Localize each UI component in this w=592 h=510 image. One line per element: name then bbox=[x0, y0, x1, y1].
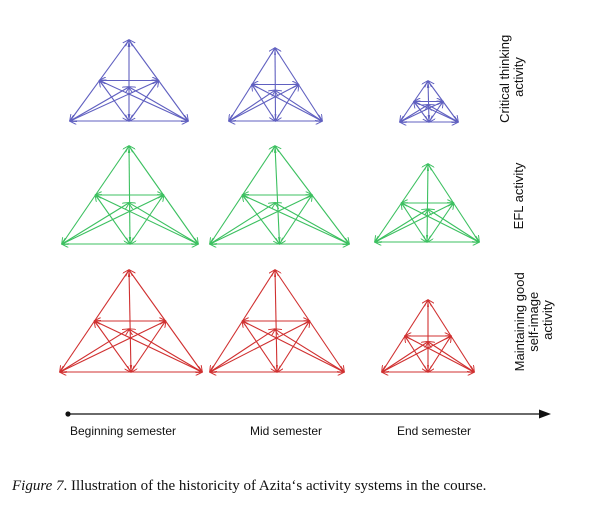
historicity-diagram: Beginning semester Mid semester End seme… bbox=[0, 31, 555, 438]
caption-text: . Illustration of the historicity of Azi… bbox=[63, 478, 487, 494]
row-label-line: activity bbox=[540, 300, 555, 340]
timeline-arrowhead bbox=[539, 409, 551, 419]
double-arrow bbox=[275, 90, 322, 121]
double-arrow bbox=[129, 87, 188, 121]
activity-triangles bbox=[60, 40, 479, 372]
double-arrow bbox=[229, 90, 275, 121]
triangle-critical-thinking-mid bbox=[229, 48, 322, 121]
row-label-line: activity bbox=[511, 57, 526, 97]
row-label-efl: EFL activity bbox=[511, 162, 526, 229]
double-arrow bbox=[275, 329, 344, 372]
double-arrow bbox=[129, 203, 198, 244]
double-arrow bbox=[243, 321, 278, 372]
triangle-efl-beginning bbox=[62, 146, 198, 244]
double-arrow bbox=[62, 203, 129, 244]
double-arrow bbox=[210, 203, 275, 244]
row-label-critical-thinking: Critical thinking activity bbox=[497, 31, 526, 123]
figure-caption: Figure 7. Illustration of the historicit… bbox=[12, 478, 592, 495]
timeline-label-mid: Mid semester bbox=[250, 424, 322, 438]
double-arrow bbox=[382, 342, 428, 372]
triangle-critical-thinking-beginning bbox=[70, 40, 188, 121]
double-arrow bbox=[375, 209, 428, 242]
triangle-self-image-beginning bbox=[60, 270, 202, 372]
double-arrow bbox=[275, 48, 276, 121]
double-arrow bbox=[95, 321, 132, 372]
row-label-line: self-image bbox=[526, 292, 541, 352]
double-arrow bbox=[60, 329, 129, 372]
row-label-self-image: Maintaining good self-image activity bbox=[512, 269, 555, 372]
double-arrow bbox=[428, 81, 429, 122]
double-arrow bbox=[428, 105, 458, 122]
triangle-self-image-mid bbox=[210, 270, 344, 372]
double-arrow bbox=[130, 195, 164, 244]
double-arrow bbox=[129, 329, 202, 372]
figure-number: Figure 7 bbox=[12, 478, 64, 494]
row-label-line: Maintaining good bbox=[512, 272, 527, 371]
triangle-efl-end bbox=[375, 164, 479, 242]
svg-text:Critical thinking activi: Critical thinking activity bbox=[497, 31, 526, 123]
double-arrow bbox=[131, 321, 166, 372]
triangle-efl-mid bbox=[210, 146, 349, 244]
row-label-line: EFL activity bbox=[511, 162, 526, 229]
svg-text:EFL activity: EFL activity bbox=[511, 162, 526, 229]
double-arrow bbox=[275, 203, 349, 244]
double-arrow bbox=[400, 105, 428, 122]
double-arrow bbox=[428, 342, 474, 372]
timeline: Beginning semester Mid semester End seme… bbox=[65, 409, 551, 438]
timeline-label-beginning: Beginning semester bbox=[70, 424, 176, 438]
double-arrow bbox=[427, 164, 428, 242]
timeline-label-end: End semester bbox=[397, 424, 471, 438]
double-arrow bbox=[96, 195, 131, 244]
svg-text:Maintaining good self-im: Maintaining good self-image activity bbox=[512, 269, 555, 372]
row-label-line: Critical thinking bbox=[497, 35, 512, 123]
double-arrow bbox=[210, 329, 275, 372]
double-arrow bbox=[70, 87, 129, 121]
double-arrow bbox=[428, 209, 479, 242]
double-arrow bbox=[129, 81, 159, 122]
triangle-self-image-end bbox=[382, 300, 474, 372]
double-arrow bbox=[100, 81, 130, 122]
double-arrow bbox=[277, 321, 310, 372]
double-arrow bbox=[129, 146, 130, 244]
triangle-critical-thinking-end bbox=[400, 81, 458, 122]
